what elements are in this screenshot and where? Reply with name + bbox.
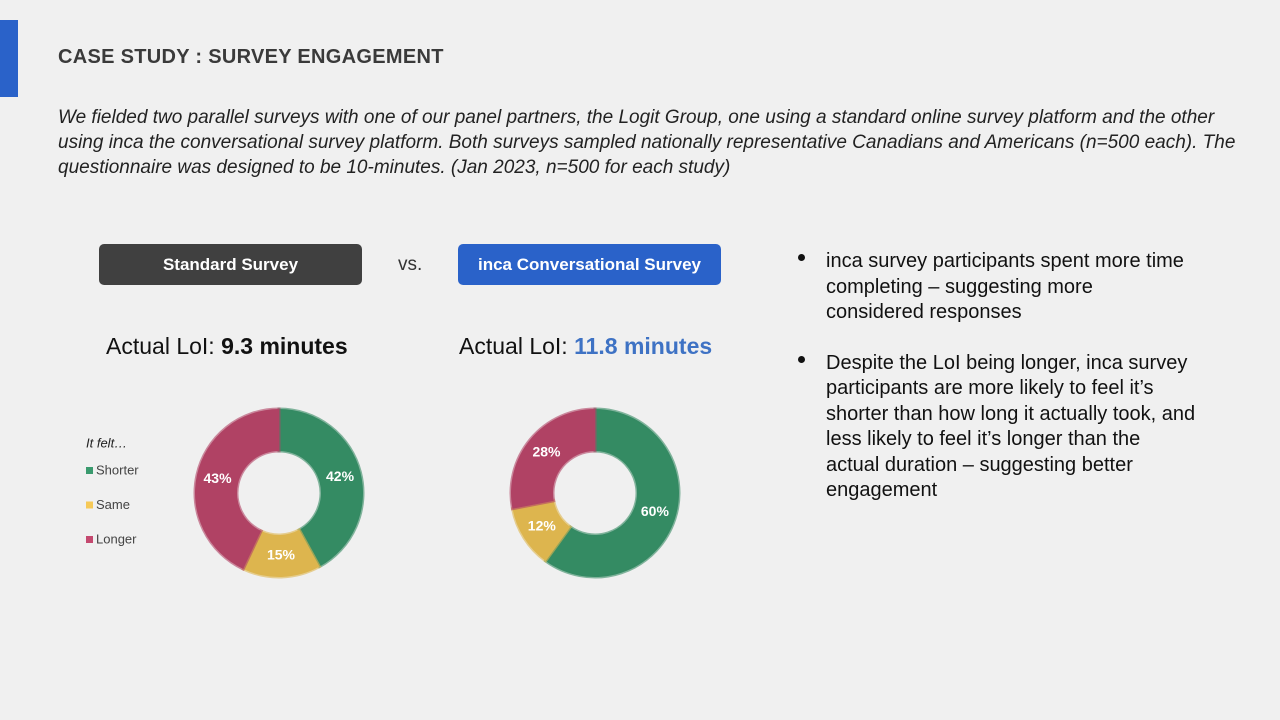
legend-label: Same — [96, 497, 130, 512]
loi-label: Actual LoI: — [459, 333, 568, 359]
loi-value: 11.8 minutes — [574, 333, 713, 359]
bullet: inca survey participants spent more time… — [796, 249, 1196, 326]
legend-swatch — [86, 501, 93, 509]
donut-segment — [277, 407, 365, 569]
bullets: inca survey participants spent more time… — [796, 249, 1196, 529]
loi: Actual LoI: 9.3 minutes — [106, 333, 348, 360]
title: CASE STUDY : SURVEY ENGAGEMENT — [58, 46, 444, 68]
value-label: 28% — [532, 444, 561, 460]
loi: Actual LoI: 11.8 minutes — [459, 333, 712, 360]
vs: vs. — [398, 254, 423, 275]
loi-value: 9.3 minutes — [221, 333, 348, 359]
value-label: 43% — [204, 470, 233, 486]
donut-segment — [193, 407, 281, 572]
donut-segment — [509, 407, 597, 511]
legend-label: Shorter — [96, 462, 139, 477]
donut-segment — [543, 407, 681, 579]
intro: We fielded two parallel surveys with one… — [58, 107, 1236, 178]
survey-button: inca Conversational Survey — [458, 244, 721, 285]
value-label: 60% — [641, 503, 670, 519]
value-label: 42% — [326, 468, 355, 484]
legend-swatch — [86, 536, 93, 543]
value-label: 15% — [267, 547, 296, 563]
accent-bar — [0, 20, 18, 97]
legend-label: Longer — [96, 531, 137, 546]
survey-button: Standard Survey — [99, 244, 362, 285]
bullet: Despite the LoI being longer, inca surve… — [796, 351, 1196, 504]
value-label: 12% — [528, 517, 557, 533]
legend-swatch — [86, 467, 93, 474]
legend-title: It felt… — [86, 435, 127, 450]
loi-label: Actual LoI: — [106, 333, 215, 359]
